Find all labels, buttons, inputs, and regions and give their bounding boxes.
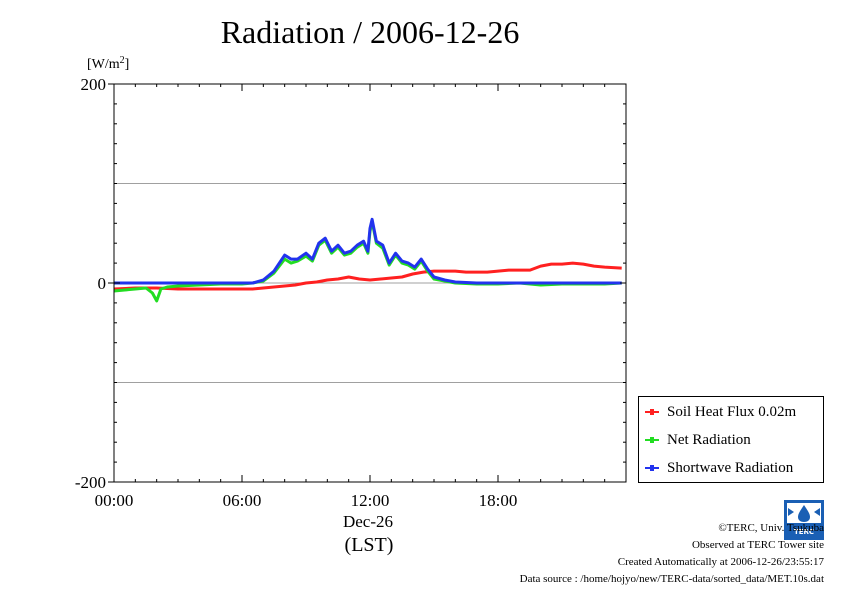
chart-title: Radiation / 2006-12-26: [220, 14, 520, 50]
x-axis-ticks: 00:00 06:00 12:00 18:00: [95, 84, 606, 510]
logo-text: TERC: [793, 528, 815, 536]
chart-legend: Soil Heat Flux 0.02m Net Radiation Short…: [638, 396, 824, 483]
series-line-soil-heat-flux-0-02m: [113, 261, 622, 291]
series-line-shortwave-radiation: [114, 217, 622, 285]
x-tick-label: 06:00: [223, 491, 262, 510]
legend-label-soil-heat-flux: Soil Heat Flux 0.02m: [667, 403, 797, 420]
terc-logo-icon: [784, 500, 824, 540]
legend-label-net-radiation: Net Radiation: [667, 431, 751, 448]
y-axis-ticks: 200 0 -200: [75, 75, 626, 492]
legend-item-net-radiation: Net Radiation: [645, 429, 751, 451]
legend-item-soil-heat-flux: Soil Heat Flux 0.02m: [645, 401, 796, 423]
y-unit-label: [W/m2]: [87, 55, 129, 72]
legend-label-shortwave-radiation: Shortwave Radiation: [667, 459, 794, 476]
y-tick-label: 0: [98, 274, 107, 293]
legend-swatch-net-radiation: [645, 437, 659, 443]
footer-copyright: ©TERC, Univ. Tsukuba: [718, 522, 824, 534]
x-tick-label: 12:00: [351, 491, 390, 510]
footer-source: Data source : /home/hojyo/new/TERC-data/…: [519, 573, 824, 585]
x-timezone-label: (LST): [345, 534, 394, 556]
y-tick-label: -200: [75, 473, 106, 492]
legend-swatch-shortwave-radiation: [645, 465, 659, 471]
legend-item-shortwave-radiation: Shortwave Radiation: [645, 457, 793, 479]
y-tick-label: 200: [81, 75, 107, 94]
legend-swatch-soil-heat-flux: [645, 409, 659, 415]
x-tick-label: 00:00: [95, 491, 134, 510]
series-lines: [113, 217, 622, 303]
x-date-label: Dec-26: [343, 512, 393, 531]
footer-observed: Observed at TERC Tower site: [691, 539, 824, 551]
x-tick-label: 18:00: [479, 491, 518, 510]
footer-created: Created Automatically at 2006-12-26/23:5…: [617, 556, 824, 568]
